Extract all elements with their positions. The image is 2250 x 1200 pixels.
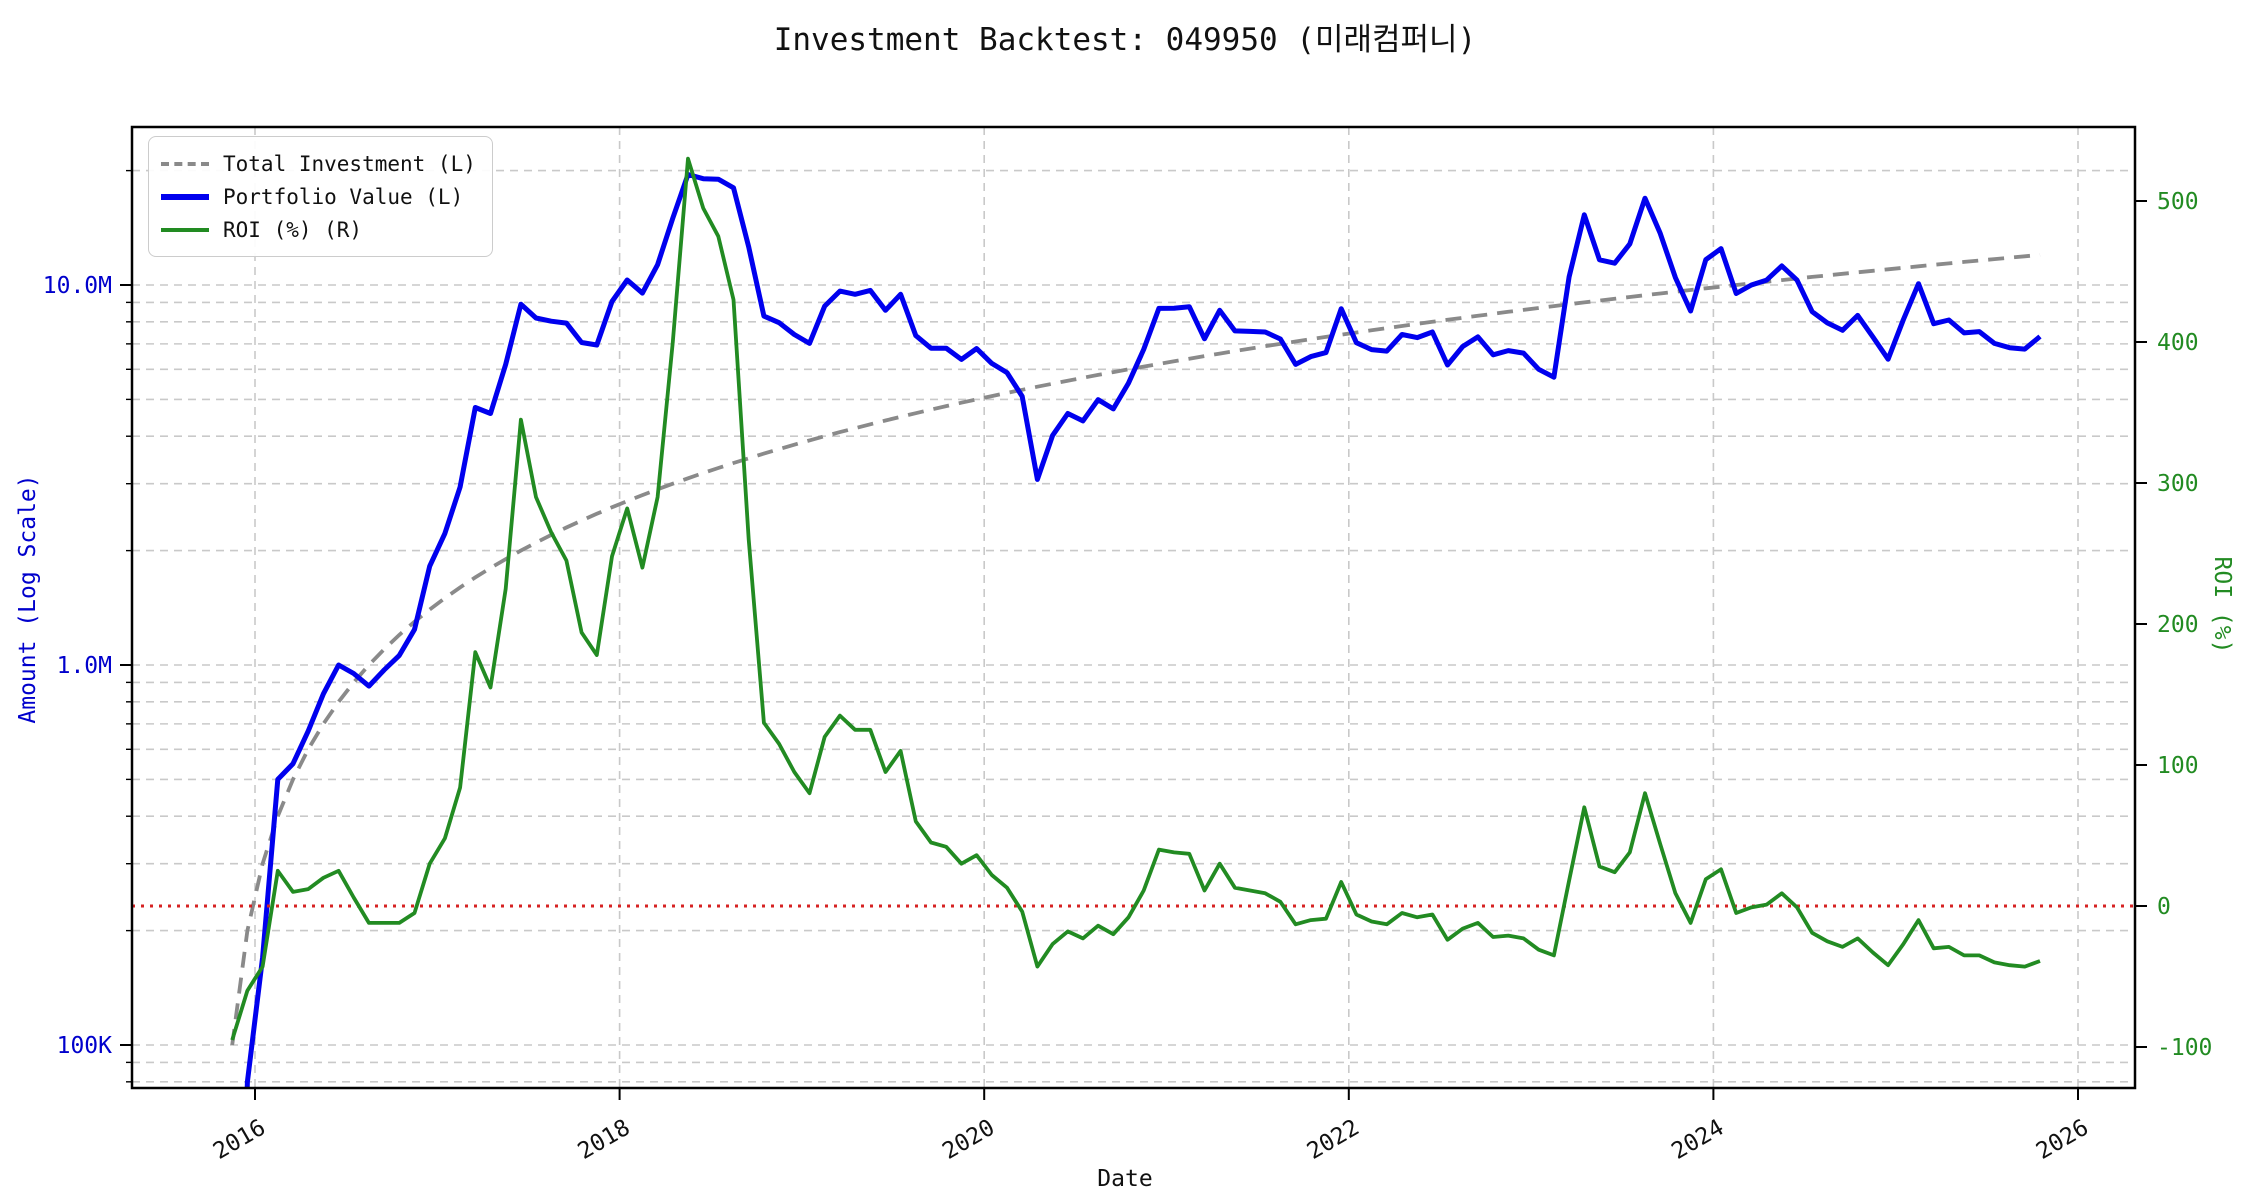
roi-line [230, 156, 2041, 1041]
legend-label: Portfolio Value (L) [223, 184, 464, 209]
legend-label: ROI (%) (R) [223, 217, 363, 242]
right-tick-label: 100 [2157, 753, 2199, 779]
right-tick-label: 200 [2157, 612, 2199, 638]
right-tick-label: -100 [2157, 1035, 2212, 1061]
x-tick-label: 2016 [209, 1115, 270, 1165]
x-tick-label: 2020 [938, 1115, 999, 1165]
dashed-line-swatch-icon [161, 161, 209, 166]
y-axis-right-label: ROI (%) [2209, 556, 2235, 654]
right-tick-label: 300 [2157, 471, 2199, 497]
x-tick-label: 2026 [2032, 1115, 2093, 1165]
legend-item-roi: ROI (%) (R) [161, 213, 476, 246]
legend: Total Investment (L) Portfolio Value (L)… [148, 136, 493, 257]
plot-border [130, 125, 2137, 1090]
left-tick-label: 10.0M [43, 273, 112, 299]
x-tick-label: 2022 [1303, 1115, 1364, 1165]
right-tick-label: 500 [2157, 189, 2199, 215]
x-tick-label: 2018 [574, 1115, 635, 1165]
legend-label: Total Investment (L) [223, 151, 476, 176]
legend-item-total-investment: Total Investment (L) [161, 147, 476, 180]
total-investment-line [230, 253, 2041, 1046]
green-line-swatch-icon [161, 227, 209, 232]
portfolio-value-line [244, 172, 2042, 1088]
left-tick-label: 1.0M [57, 653, 112, 679]
x-axis-label: Date [1097, 1166, 1153, 1192]
legend-item-portfolio-value: Portfolio Value (L) [161, 180, 476, 213]
chart-title: Investment Backtest: 049950 (미래컴퍼니) [773, 22, 1477, 58]
blue-line-swatch-icon [161, 193, 209, 200]
x-tick-label: 2024 [1667, 1115, 1728, 1165]
y-axis-left-label: Amount (Log Scale) [15, 474, 41, 724]
right-tick-label: 400 [2157, 330, 2199, 356]
right-tick-label: 0 [2157, 894, 2171, 920]
left-tick-label: 100K [57, 1033, 113, 1059]
